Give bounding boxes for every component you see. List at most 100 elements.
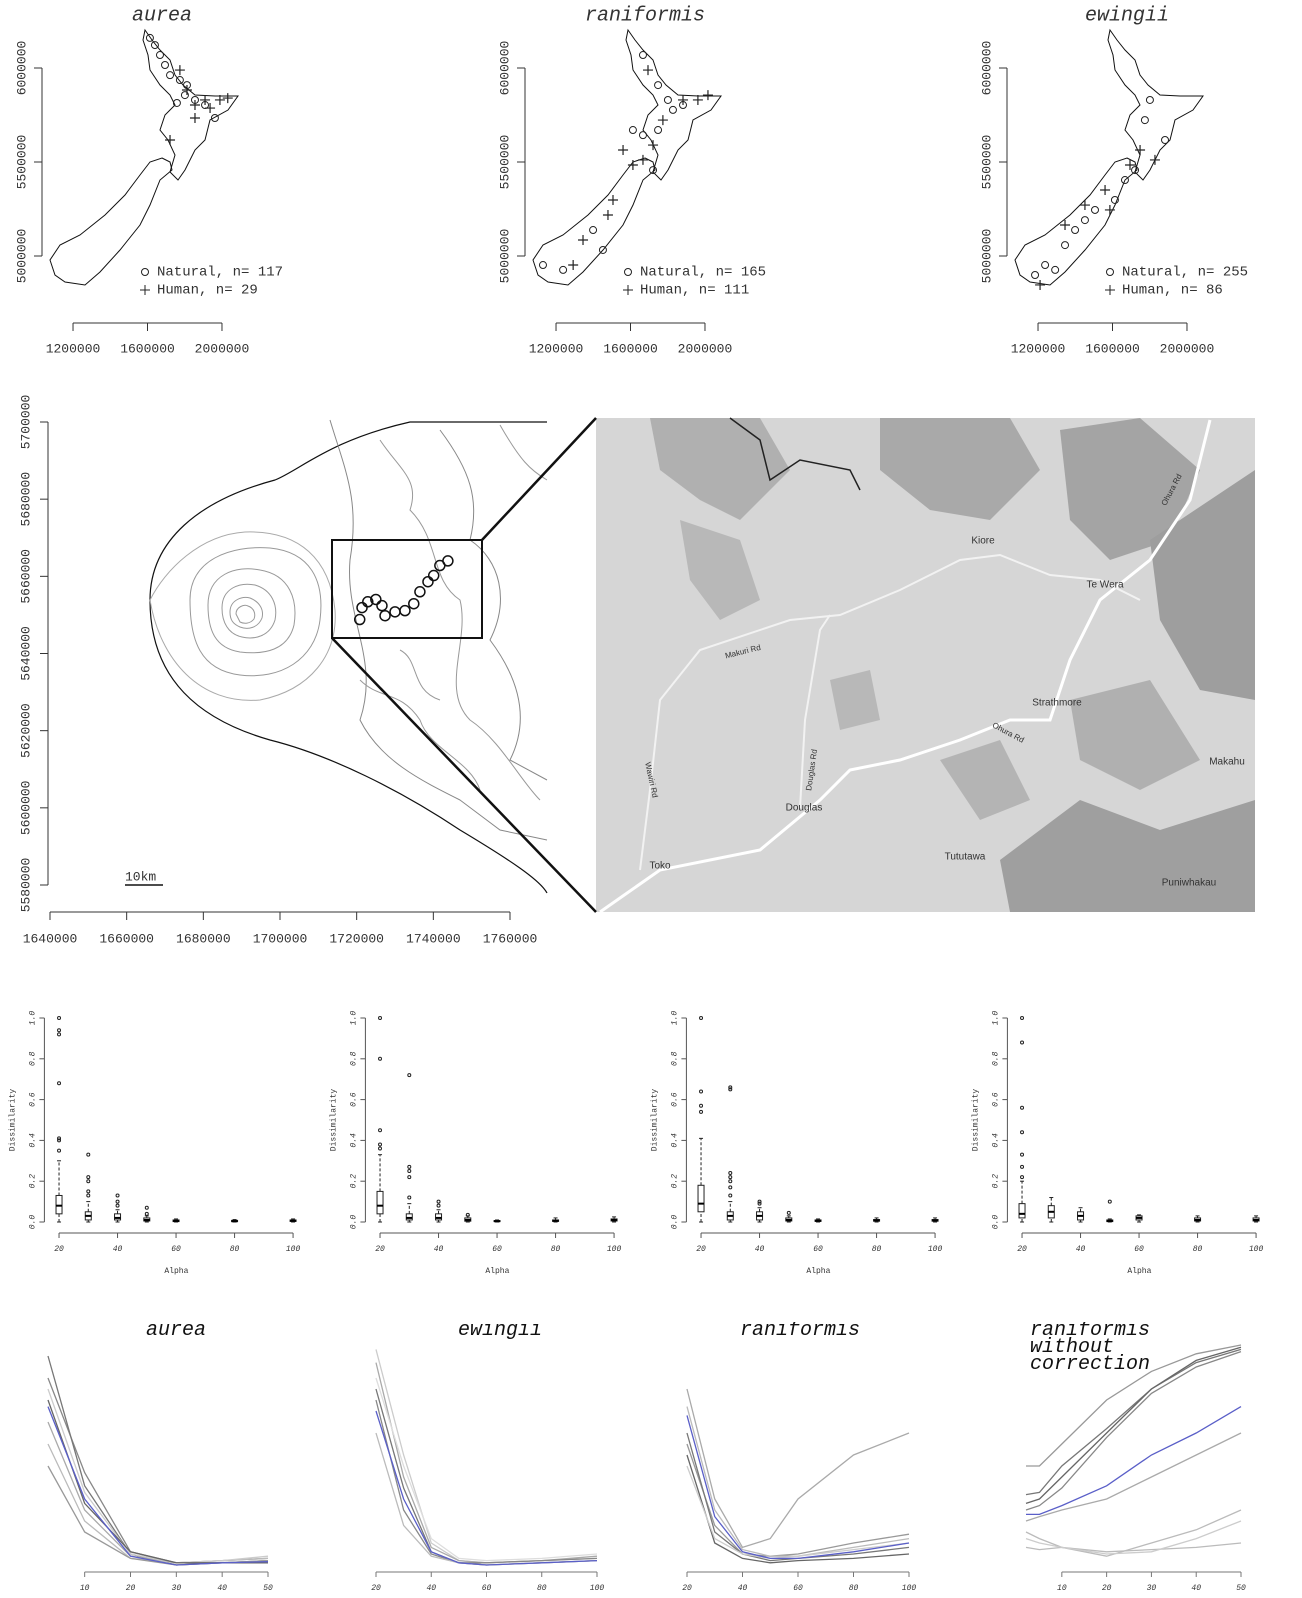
y-tick-label: 5500000 xyxy=(14,135,29,190)
sample-point xyxy=(380,611,390,621)
place-name: Toko xyxy=(649,861,671,872)
x-tick-label: 60 xyxy=(482,1584,492,1593)
legend-symbol xyxy=(625,269,632,276)
sample-point xyxy=(409,599,419,609)
contour xyxy=(208,569,295,653)
y-tick-label: 0.4 xyxy=(671,1133,680,1148)
natural-point xyxy=(176,77,183,84)
natural-point xyxy=(1081,217,1088,224)
sample-point xyxy=(377,601,387,611)
chart-title: ewingii xyxy=(390,1322,610,1339)
x-tick-label: 40 xyxy=(755,1245,765,1254)
human-point xyxy=(658,115,668,125)
x-tick-label: 20 xyxy=(1017,1245,1027,1254)
place-name: Kiore xyxy=(971,536,995,547)
sample-point xyxy=(429,571,439,581)
y-axis-label: Dissimilarity xyxy=(651,1089,660,1152)
human-point xyxy=(638,155,648,165)
island-outline xyxy=(1015,158,1137,285)
natural-point xyxy=(560,266,567,273)
x-tick-label: 40 xyxy=(738,1584,748,1593)
x-tick-label: 50 xyxy=(1236,1584,1246,1593)
x-tick-label: 80 xyxy=(849,1584,859,1593)
human-point xyxy=(628,160,638,170)
x-tick-label: 2000000 xyxy=(195,341,250,356)
sample-point xyxy=(390,607,400,617)
x-tick-label: 20 xyxy=(54,1245,64,1254)
x-tick-label: 100 xyxy=(1249,1245,1264,1254)
outlier xyxy=(87,1180,90,1183)
series-line xyxy=(48,1378,268,1563)
human-point xyxy=(205,103,215,113)
y-axis-label: Dissimilarity xyxy=(972,1089,981,1152)
place-name: Tututawa xyxy=(945,852,986,863)
x-tick-label: 1740000 xyxy=(406,931,461,946)
outlier xyxy=(1021,1106,1024,1109)
x-axis-label: Alpha xyxy=(485,1267,509,1276)
y-axis-label: Dissimilarity xyxy=(330,1089,339,1152)
series-line xyxy=(48,1407,268,1565)
legend-label: Human, n= 86 xyxy=(1122,283,1223,299)
outlier xyxy=(787,1211,790,1214)
chart-title-box: aurea xyxy=(66,1322,286,1382)
x-tick-label: 1760000 xyxy=(483,931,538,946)
y-tick-label: 5580000 xyxy=(18,858,33,913)
box xyxy=(436,1214,442,1220)
outlier xyxy=(379,1143,382,1146)
y-tick-label: 5640000 xyxy=(18,626,33,681)
outlier xyxy=(700,1110,703,1113)
x-tick-label: 40 xyxy=(113,1245,123,1254)
y-tick-label: 5620000 xyxy=(18,703,33,758)
y-tick-label: 6000000 xyxy=(14,41,29,96)
x-tick-label: 20 xyxy=(375,1245,385,1254)
y-tick-label: 0.8 xyxy=(671,1051,680,1066)
x-tick-label: 60 xyxy=(171,1245,181,1254)
series-line xyxy=(1026,1433,1241,1521)
legend-label: Natural, n= 255 xyxy=(1122,265,1248,281)
outlier xyxy=(379,1147,382,1150)
zoom-line xyxy=(482,418,596,540)
x-axis-label: Alpha xyxy=(1127,1267,1151,1276)
x-tick-label: 1720000 xyxy=(329,931,384,946)
series-line xyxy=(48,1356,268,1565)
outlier xyxy=(729,1176,732,1179)
x-tick-label: 1600000 xyxy=(120,341,175,356)
outlier xyxy=(87,1194,90,1197)
outlier xyxy=(145,1206,148,1209)
x-tick-label: 1200000 xyxy=(529,341,584,356)
x-tick-label: 80 xyxy=(1193,1245,1203,1254)
natural-point xyxy=(162,61,169,68)
legend-label: Natural, n= 117 xyxy=(157,265,283,281)
x-tick-label: 80 xyxy=(872,1245,882,1254)
natural-point xyxy=(167,72,174,79)
human-point xyxy=(175,65,185,75)
natural-point xyxy=(1091,206,1098,213)
x-tick-label: 80 xyxy=(230,1245,240,1254)
y-tick-label: 6000000 xyxy=(497,41,512,96)
outlier xyxy=(729,1172,732,1175)
outlier xyxy=(408,1074,411,1077)
outlier xyxy=(1021,1131,1024,1134)
y-tick-label: 0.4 xyxy=(350,1133,359,1148)
natural-point xyxy=(655,127,662,134)
y-tick-label: 1.0 xyxy=(29,1011,38,1026)
natural-point xyxy=(1062,242,1069,249)
island-outline xyxy=(50,158,172,285)
boundary xyxy=(150,422,547,893)
natural-point xyxy=(539,262,546,269)
human-point xyxy=(165,135,175,145)
series-line xyxy=(687,1466,909,1558)
legend-symbol xyxy=(142,269,149,276)
sample-point xyxy=(443,556,453,566)
scale-label: 10km xyxy=(125,869,156,884)
x-tick-label: 30 xyxy=(1147,1584,1157,1593)
natural-point xyxy=(156,52,163,59)
y-tick-label: 0.4 xyxy=(992,1133,1001,1148)
human-point xyxy=(643,65,653,75)
x-tick-label: 20 xyxy=(696,1245,706,1254)
outlier xyxy=(58,1082,61,1085)
outlier xyxy=(408,1176,411,1179)
chart-title: aurea xyxy=(66,1322,286,1339)
outlier xyxy=(437,1200,440,1203)
x-tick-label: 2000000 xyxy=(678,341,733,356)
